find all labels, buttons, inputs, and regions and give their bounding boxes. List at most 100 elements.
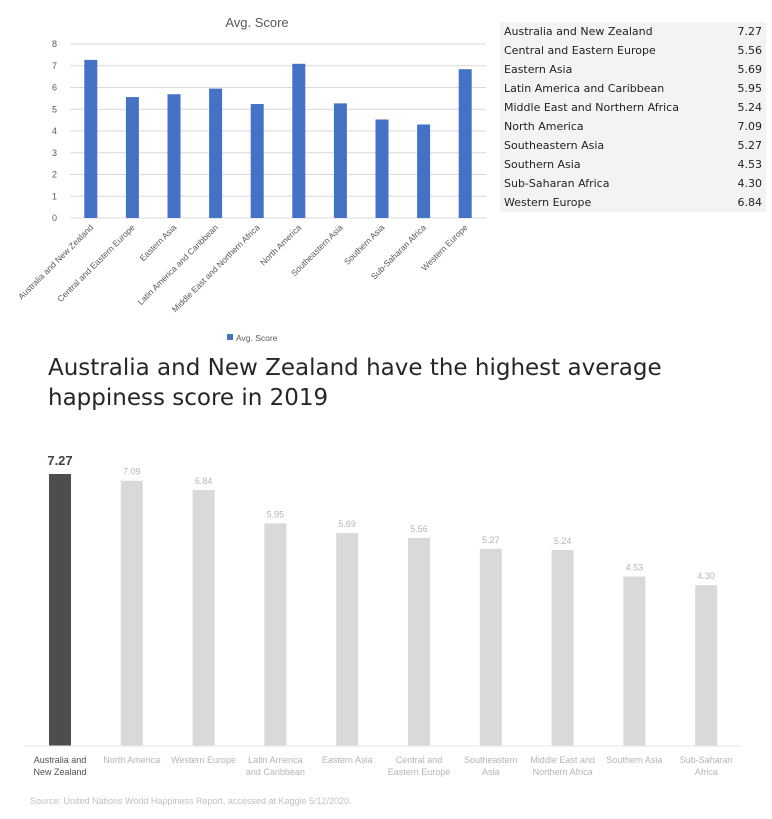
region-cell: Sub-Saharan Africa [504, 177, 610, 190]
table-row: Latin America and Caribbean 5.95 [500, 79, 766, 98]
y-tick-label: 5 [52, 104, 57, 114]
y-tick-label: 2 [52, 170, 57, 180]
x-category-label: Southern Asia [342, 222, 387, 267]
avg-score-chart: Avg. Score 0 1 2 3 4 5 6 7 8 Australia and New Z… [16, 15, 486, 343]
x-category-label: Asia [482, 767, 500, 777]
y-tick-label: 6 [52, 83, 57, 93]
score-cell: 5.27 [737, 139, 763, 152]
table-row: Sub-Saharan Africa 4.30 [500, 174, 766, 193]
region-cell: Southeastern Asia [504, 139, 605, 152]
table-row: North America 7.09 [500, 117, 766, 136]
legend-swatch [227, 334, 233, 340]
table-row: Western Europe 6.84 [500, 193, 766, 212]
x-category-label: Middle East and [530, 755, 595, 765]
value-label: 5.95 [267, 509, 285, 519]
x-category-label: Southeastern [464, 755, 518, 765]
score-cell: 5.24 [737, 101, 763, 114]
x-category-label: Eastern Europe [388, 767, 451, 777]
y-tick-label: 4 [52, 126, 57, 136]
y-tick-label: 1 [52, 191, 57, 201]
region-cell: Australia and New Zealand [504, 25, 653, 38]
score-cell: 5.69 [737, 63, 763, 76]
value-label: 7.27 [47, 453, 72, 468]
x-category-label: Australia and New Zealand [16, 222, 95, 301]
bar [264, 523, 287, 746]
region-cell: Middle East and Northern Africa [504, 101, 679, 114]
bar [375, 119, 389, 218]
bar [84, 59, 98, 218]
bar [417, 124, 431, 218]
bar-series [84, 59, 472, 219]
bar [695, 585, 718, 746]
x-category-label: Africa [695, 767, 718, 777]
bar [479, 548, 502, 746]
y-axis-ticks: 0 1 2 3 4 5 6 7 8 [52, 39, 57, 223]
value-label: 4.53 [626, 563, 644, 573]
legend-label: Avg. Score [236, 333, 278, 343]
chart-title: Avg. Score [225, 15, 288, 30]
value-label: 5.69 [338, 519, 356, 529]
score-cell: 7.27 [737, 25, 763, 38]
score-cell: 6.84 [737, 196, 763, 209]
bar [120, 480, 143, 746]
region-cell: Latin America and Caribbean [504, 82, 665, 95]
x-category-label: North America [103, 755, 160, 765]
x-category-label: Australia and [34, 755, 87, 765]
region-cell: Eastern Asia [504, 63, 573, 76]
table-row: Middle East and Northern Africa 5.24 [500, 98, 766, 117]
x-category-label: Central and [396, 755, 443, 765]
bar [408, 537, 430, 746]
value-label: 5.27 [482, 535, 500, 545]
score-cell: 4.53 [737, 158, 763, 171]
region-cell: North America [504, 120, 584, 133]
value-label: 5.56 [410, 524, 428, 534]
bar [551, 549, 574, 746]
x-category-label: North America [258, 222, 303, 267]
value-label: 4.30 [697, 571, 715, 581]
score-cell: 7.09 [737, 120, 763, 133]
table-row: Central and Eastern Europe 5.56 [500, 41, 766, 60]
x-category-label: Southern Asia [606, 755, 662, 765]
x-axis-categories: Australia and New Zealand North America Wes… [33, 755, 732, 777]
x-category-label: Latin America [248, 755, 303, 765]
bar [192, 490, 215, 746]
ranked-score-chart: 7.27 7.09 6.84 5.95 5.69 5.56 5.27 5.24 4.53 4.30… [24, 453, 740, 777]
x-category-label: Eastern Asia [322, 755, 373, 765]
bar [209, 88, 223, 219]
score-cell: 5.95 [737, 82, 763, 95]
x-category-label: New Zealand [33, 767, 86, 777]
x-category-label: Northern Africa [533, 767, 593, 777]
x-category-label: and Caribbean [246, 767, 305, 777]
bar [458, 69, 472, 218]
x-category-label: Western Europe [171, 755, 236, 765]
gridlines [70, 43, 486, 219]
bar [623, 576, 646, 746]
bar [336, 533, 359, 746]
x-category-label: Central and Eastern Europe [55, 222, 137, 304]
legend: Avg. Score [227, 333, 278, 343]
score-table: Australia and New Zealand 7.27 Central and… [500, 22, 766, 212]
score-cell: 4.30 [737, 177, 763, 190]
headline: Australia and New Zealand have the highe… [48, 355, 662, 411]
x-category-label: Middle East and Northern Africa [170, 222, 262, 314]
table-row: Australia and New Zealand 7.27 [500, 22, 766, 41]
score-cell: 5.56 [737, 44, 763, 57]
table-row: Southern Asia 4.53 [500, 155, 766, 174]
bar [125, 97, 139, 218]
y-tick-label: 8 [52, 39, 57, 49]
bar [250, 104, 264, 218]
y-tick-label: 3 [52, 148, 57, 158]
x-category-label: Latin America and Caribbean [135, 222, 220, 307]
bar [292, 63, 306, 219]
region-cell: Western Europe [504, 196, 592, 209]
bar [333, 103, 347, 218]
value-label: 6.84 [195, 476, 213, 486]
source-note: Source: United Nations World Happiness R… [30, 796, 352, 806]
region-cell: Central and Eastern Europe [504, 44, 656, 57]
table-row: Eastern Asia 5.69 [500, 60, 766, 79]
bar-series: 7.27 7.09 6.84 5.95 5.69 5.56 5.27 5.24 4.53 4.30 [47, 453, 718, 746]
y-tick-label: 7 [52, 61, 57, 71]
value-label: 7.09 [123, 467, 141, 477]
value-label: 5.24 [554, 536, 572, 546]
